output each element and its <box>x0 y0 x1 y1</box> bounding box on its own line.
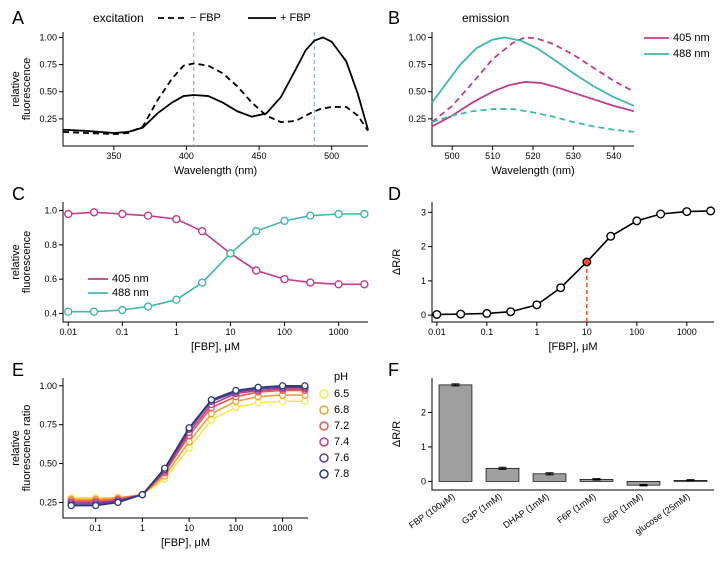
svg-text:520: 520 <box>525 151 540 161</box>
svg-text:10: 10 <box>582 327 592 337</box>
svg-text:1.00: 1.00 <box>39 381 57 391</box>
svg-text:530: 530 <box>566 151 581 161</box>
panel-D: D 0.01 0.1 1 10 100 1000 0 1 2 3 [FBP], μM ΔR/R <box>384 184 724 354</box>
panel-A: Aexcitation − FBP + FBP 350 400 450 500 0.25 0.5… <box>8 8 378 178</box>
svg-text:0.75: 0.75 <box>39 60 57 70</box>
svg-text:excitation: excitation <box>93 11 144 25</box>
svg-text:7.8: 7.8 <box>334 468 349 480</box>
panel-C: C 0.01 0.1 1 10 100 1000 0.4 0.6 0.8 1.0 405 nm 488 … <box>8 184 378 354</box>
svg-text:C: C <box>12 184 25 204</box>
svg-text:1.00: 1.00 <box>408 32 426 42</box>
svg-text:405 nm: 405 nm <box>112 273 149 285</box>
svg-text:1000: 1000 <box>677 327 697 337</box>
svg-text:6.5: 6.5 <box>334 388 349 400</box>
svg-text:405 nm: 405 nm <box>673 32 710 44</box>
svg-text:relativefluorescence: relativefluorescence <box>10 58 33 120</box>
svg-text:1: 1 <box>534 327 539 337</box>
svg-text:G6P (1mM): G6P (1mM) <box>601 491 645 526</box>
svg-text:Wavelength (nm): Wavelength (nm) <box>174 165 257 177</box>
svg-text:0.1: 0.1 <box>89 523 102 533</box>
svg-text:0.75: 0.75 <box>408 60 426 70</box>
svg-text:0.01: 0.01 <box>428 327 446 337</box>
svg-text:D: D <box>388 184 401 204</box>
svg-text:F: F <box>388 360 399 380</box>
svg-text:2: 2 <box>421 407 426 417</box>
svg-text:0.25: 0.25 <box>408 114 426 124</box>
svg-text:0.25: 0.25 <box>39 114 57 124</box>
panel-B: Bemission 500 510 520 530 540 0.25 0.50 0.75 1.00… <box>384 8 724 178</box>
svg-text:B: B <box>388 8 400 28</box>
svg-text:1000: 1000 <box>273 523 293 533</box>
svg-text:FBP (100μM): FBP (100μM) <box>407 491 457 530</box>
svg-text:F6P (1mM): F6P (1mM) <box>555 491 597 525</box>
svg-text:6.8: 6.8 <box>334 404 349 416</box>
svg-text:7.4: 7.4 <box>334 436 349 448</box>
svg-text:ΔR/R: ΔR/R <box>391 249 403 275</box>
svg-text:DHAP (1mM): DHAP (1mM) <box>501 491 550 530</box>
svg-text:− FBP: − FBP <box>190 12 221 24</box>
svg-text:100: 100 <box>629 327 644 337</box>
svg-text:[FBP], μM: [FBP], μM <box>548 341 597 353</box>
svg-text:ΔR/R: ΔR/R <box>391 421 403 447</box>
svg-text:1.0: 1.0 <box>44 206 57 216</box>
svg-text:7.2: 7.2 <box>334 420 349 432</box>
svg-text:Wavelength (nm): Wavelength (nm) <box>491 165 574 177</box>
svg-text:0: 0 <box>421 476 426 486</box>
svg-text:0.8: 0.8 <box>44 240 57 250</box>
svg-text:1000: 1000 <box>329 327 349 337</box>
svg-text:7.6: 7.6 <box>334 452 349 464</box>
svg-text:0.50: 0.50 <box>39 459 57 469</box>
figure-grid: Aexcitation − FBP + FBP 350 400 450 500 0.25 0.5… <box>8 8 720 550</box>
svg-text:488 nm: 488 nm <box>673 48 710 60</box>
svg-text:500: 500 <box>445 151 460 161</box>
svg-text:510: 510 <box>485 151 500 161</box>
svg-text:relativefluorescence: relativefluorescence <box>10 231 33 293</box>
panel-E: E 0.1 1 10 100 1000 0.25 0.50 0.75 1.00 pH 6.5 6.8 7.… <box>8 360 378 550</box>
svg-text:1.00: 1.00 <box>39 32 57 42</box>
svg-text:emission: emission <box>462 11 509 25</box>
svg-text:400: 400 <box>179 151 194 161</box>
svg-text:0.4: 0.4 <box>44 308 57 318</box>
svg-text:[FBP], μM: [FBP], μM <box>161 537 210 549</box>
svg-text:0.50: 0.50 <box>408 87 426 97</box>
svg-text:0.1: 0.1 <box>116 327 129 337</box>
svg-text:[FBP], μM: [FBP], μM <box>191 341 240 353</box>
svg-text:1: 1 <box>140 523 145 533</box>
svg-text:pH: pH <box>334 371 348 383</box>
panel-F: F 0 1 2 FBP (100μM)G3P (1mM)DHAP (1mM)F6P (1… <box>384 360 724 550</box>
svg-text:450: 450 <box>252 151 267 161</box>
svg-text:E: E <box>12 360 24 380</box>
svg-text:+ FBP: + FBP <box>280 12 311 24</box>
svg-text:0.75: 0.75 <box>39 420 57 430</box>
svg-text:100: 100 <box>277 327 292 337</box>
svg-text:0.1: 0.1 <box>481 327 494 337</box>
svg-text:0.50: 0.50 <box>39 87 57 97</box>
svg-text:2: 2 <box>421 242 426 252</box>
svg-text:488 nm: 488 nm <box>112 287 149 299</box>
svg-text:G3P (1mM): G3P (1mM) <box>460 491 504 526</box>
svg-text:540: 540 <box>606 151 621 161</box>
svg-text:1: 1 <box>421 276 426 286</box>
svg-text:10: 10 <box>225 327 235 337</box>
svg-text:0: 0 <box>421 310 426 320</box>
svg-text:100: 100 <box>228 523 243 533</box>
svg-text:500: 500 <box>324 151 339 161</box>
svg-text:1: 1 <box>421 442 426 452</box>
svg-text:10: 10 <box>184 523 194 533</box>
svg-text:relativefluorescence ratio: relativefluorescence ratio <box>10 405 33 492</box>
svg-text:1: 1 <box>174 327 179 337</box>
svg-text:0.6: 0.6 <box>44 274 57 284</box>
svg-text:0.01: 0.01 <box>59 327 77 337</box>
svg-text:A: A <box>12 8 24 28</box>
svg-text:0.25: 0.25 <box>39 497 57 507</box>
svg-text:350: 350 <box>106 151 121 161</box>
svg-text:3: 3 <box>421 207 426 217</box>
